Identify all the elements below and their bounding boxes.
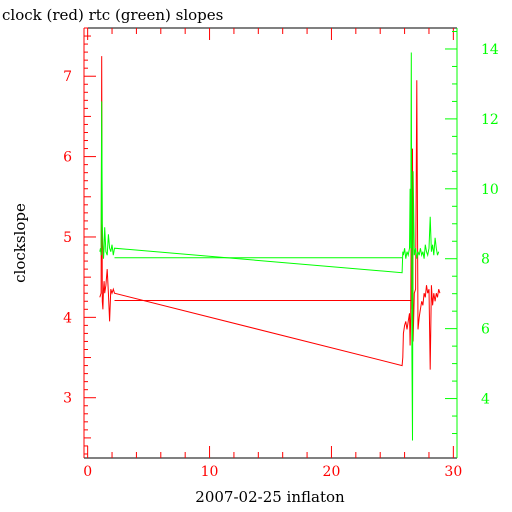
chart-title: clock (red) rtc (green) slopes — [2, 6, 223, 24]
left-axis-ticks: 3 4 5 6 7 — [63, 27, 96, 455]
right-tick-label: 6 — [481, 322, 490, 338]
plot-frame — [83, 27, 458, 459]
x-tick-label: 10 — [201, 464, 219, 480]
left-tick-label: 4 — [63, 310, 72, 326]
left-tick-label: 5 — [63, 230, 72, 246]
right-tick-label: 8 — [481, 252, 490, 268]
series-line-2 — [99, 52, 440, 441]
y-axis-label: clockslope — [11, 203, 29, 283]
right-tick-label: 12 — [481, 112, 499, 128]
x-tick-label: 0 — [83, 464, 92, 480]
left-tick-label: 7 — [63, 69, 72, 85]
x-tick-label: 30 — [444, 464, 462, 480]
left-tick-label: 3 — [63, 391, 72, 407]
right-tick-label: 14 — [481, 42, 499, 58]
right-axis-ticks: 4 6 8 10 12 14 — [445, 30, 499, 435]
x-axis-label: 2007-02-25 inflaton — [195, 488, 345, 506]
left-tick-label: 6 — [63, 150, 72, 166]
series-layer — [99, 52, 441, 441]
right-tick-label: 4 — [481, 392, 490, 408]
x-tick-label: 20 — [323, 464, 341, 480]
x-axis-ticks: 0 10 20 30 — [83, 28, 462, 480]
series-line-0 — [99, 56, 441, 370]
right-tick-label: 10 — [481, 182, 499, 198]
